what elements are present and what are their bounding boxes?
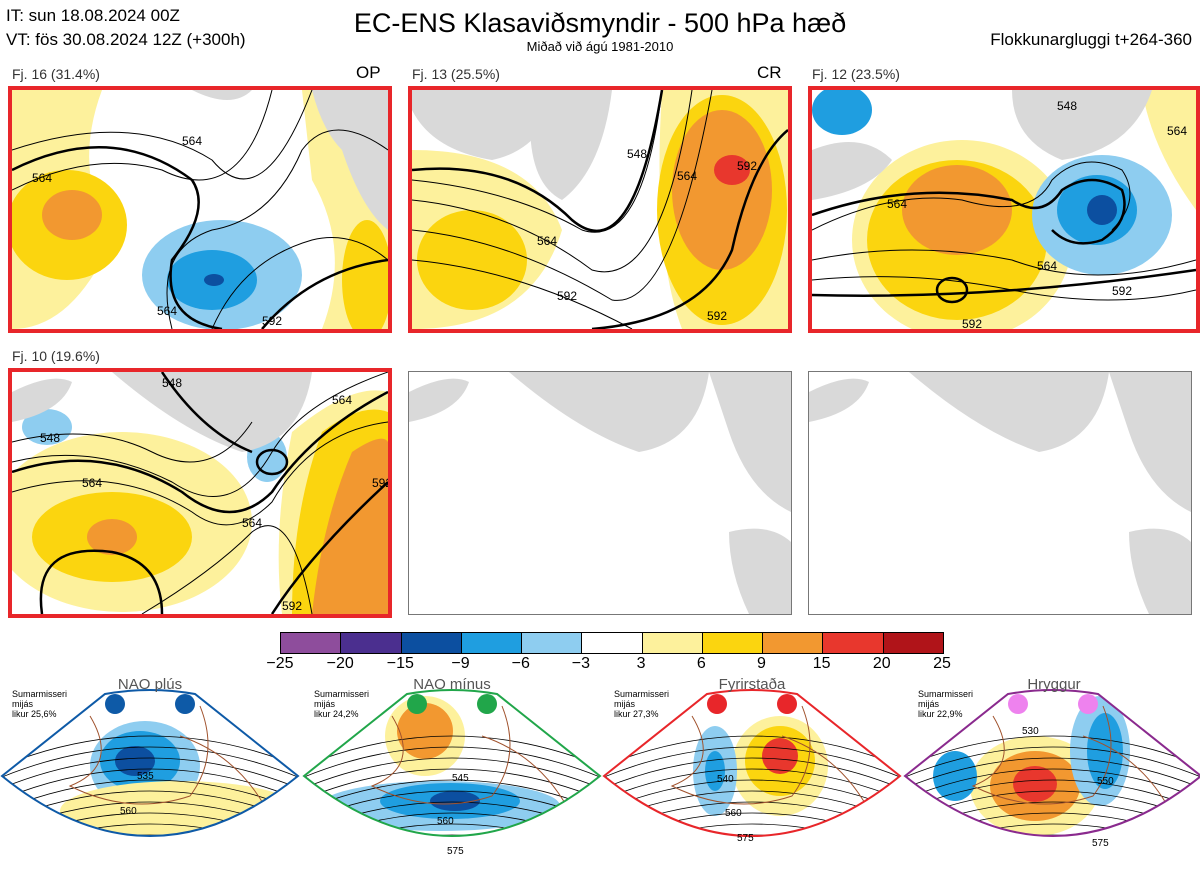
regime-contour-label: 550 <box>1097 776 1114 787</box>
contour-label: 564 <box>82 476 102 490</box>
regime-info-nao-minus: Sumarmisseri mijás likur 24,2% <box>314 689 370 719</box>
regime-dot <box>105 694 125 714</box>
regime-contour-label: 540 <box>717 774 734 785</box>
regime-title-ridge: Hryggur <box>1027 676 1081 693</box>
regime-dot <box>1078 694 1098 714</box>
colorbar-tick: 3 <box>636 655 646 672</box>
cluster-map-2: 548 564 564 592 592 592 <box>408 86 792 333</box>
contour-label: 564 <box>1167 124 1187 138</box>
regime-contour-label: 575 <box>1092 838 1109 849</box>
regime-thumbnail: 540 560 575 <box>602 689 902 844</box>
regimes-graphic: 535 560 545 560 575 540 560 575 530 550 575 <box>0 689 1200 857</box>
cluster-map-1: 564 564 564 592 <box>8 86 392 333</box>
panel-tag-op: OP <box>356 63 381 82</box>
regime-dot <box>477 694 497 714</box>
contour-label: 564 <box>537 234 557 248</box>
empty-map-5 <box>408 371 792 615</box>
initial-time: IT: sun 18.08.2024 00Z <box>6 6 180 25</box>
contour-label: 564 <box>332 393 352 407</box>
contour-label: 548 <box>162 376 182 390</box>
regime-dot <box>777 694 797 714</box>
colorbar-segment <box>522 633 583 653</box>
contour-label: 592 <box>557 289 577 303</box>
contour-label: 564 <box>677 169 697 183</box>
colorbar-tick: 25 <box>933 655 951 672</box>
contour-label: 548 <box>1057 99 1077 113</box>
colorbar-segment <box>702 633 764 653</box>
regime-info-ridge: Sumarmisseri mijás likur 22,9% <box>918 689 974 719</box>
regime-contour-label: 535 <box>137 771 154 782</box>
contour-label: 592 <box>372 476 388 490</box>
colorbar-segment <box>401 633 462 653</box>
contour-label: 548 <box>627 147 647 161</box>
contour-label: 548 <box>40 431 60 445</box>
colorbar-tick: −20 <box>326 655 354 672</box>
contour-label: 592 <box>282 599 302 613</box>
colorbar-segment <box>883 633 943 653</box>
panel-tag-cr: CR <box>757 63 782 82</box>
panel-label-1: Fj. 16 (31.4%) <box>12 66 100 82</box>
colorbar-tick: −3 <box>571 655 591 672</box>
colorbar-tick: 20 <box>872 655 891 672</box>
contour-label: 592 <box>962 317 982 329</box>
colorbar-tick: −6 <box>511 655 530 672</box>
colorbar-tick: −15 <box>386 655 414 672</box>
regime-contour-label: 560 <box>725 808 742 819</box>
contour-label: 592 <box>707 309 727 323</box>
contour-label: 564 <box>157 304 177 318</box>
colorbar <box>280 632 944 654</box>
colorbar-segment <box>582 633 643 653</box>
regime-title-nao-minus: NAO mínus <box>413 676 491 693</box>
colorbar-segment <box>642 633 703 653</box>
colorbar-tick: −25 <box>266 655 294 672</box>
regime-thumbnail: 530 550 575 <box>903 689 1200 849</box>
contour-label: 564 <box>242 516 262 530</box>
panel-label-3: Fj. 12 (23.5%) <box>812 66 900 82</box>
regime-info-blocking: Sumarmisseri mijás likur 27,3% <box>614 689 670 719</box>
contour-label: 564 <box>32 171 52 185</box>
regime-dot <box>1008 694 1028 714</box>
header-times: IT: sun 18.08.2024 00Z VT: fös 30.08.202… <box>6 4 246 52</box>
colorbar-tick: 9 <box>757 655 766 672</box>
regime-dot <box>407 694 427 714</box>
regime-contour-label: 545 <box>452 773 469 784</box>
panel-label-4: Fj. 10 (19.6%) <box>12 348 100 364</box>
empty-map-6 <box>808 371 1192 615</box>
regime-contour-label: 530 <box>1022 726 1039 737</box>
page-subtitle: Miðað við ágú 1981-2010 <box>526 39 674 54</box>
colorbar-tick: 15 <box>812 655 831 672</box>
contour-label: 564 <box>1037 259 1057 273</box>
colorbar-segment <box>341 633 402 653</box>
classification-window: Flokkunargluggi t+264-360 <box>990 30 1192 49</box>
regime-info-nao-plus: Sumarmisseri mijás likur 25,6% <box>12 689 68 719</box>
regime-contour-label: 575 <box>737 833 754 844</box>
contour-label: 592 <box>1112 284 1132 298</box>
colorbar-segment <box>823 633 884 653</box>
cluster-map-3: 548 564 564 564 592 592 <box>808 86 1200 333</box>
contour-label: 592 <box>262 314 282 328</box>
contour-label: 564 <box>182 134 202 148</box>
colorbar-tick: −9 <box>451 655 470 672</box>
regimes-row: 535 560 545 560 575 540 560 575 530 550 575 <box>0 676 1200 871</box>
page-title: EC-ENS Klasaviðsmyndir - 500 hPa hæð <box>353 8 847 38</box>
contour-label: 592 <box>737 159 757 173</box>
contour-label: 564 <box>887 197 907 211</box>
regime-dot <box>707 694 727 714</box>
colorbar-tick: 6 <box>696 655 706 672</box>
regime-dot <box>175 694 195 714</box>
cluster-map-4: 548 548 564 564 564 592 592 <box>8 368 392 618</box>
colorbar-segment <box>461 633 523 653</box>
regime-thumbnail: 545 560 575 <box>302 689 602 857</box>
colorbar-segment <box>281 633 342 653</box>
regime-contour-label: 560 <box>120 806 137 817</box>
regime-title-nao-plus: NAO plús <box>117 676 183 693</box>
regime-title-blocking: Fyrirstaða <box>718 676 786 693</box>
panel-label-2: Fj. 13 (25.5%) <box>412 66 500 82</box>
colorbar-ticks: −25 −20 −15 −9 −6 −3 3 6 9 15 20 25 <box>260 655 962 675</box>
regime-contour-label: 575 <box>447 846 464 857</box>
regime-contour-label: 560 <box>437 816 454 827</box>
valid-time: VT: fös 30.08.2024 12Z (+300h) <box>6 30 246 49</box>
colorbar-segment <box>763 633 824 653</box>
